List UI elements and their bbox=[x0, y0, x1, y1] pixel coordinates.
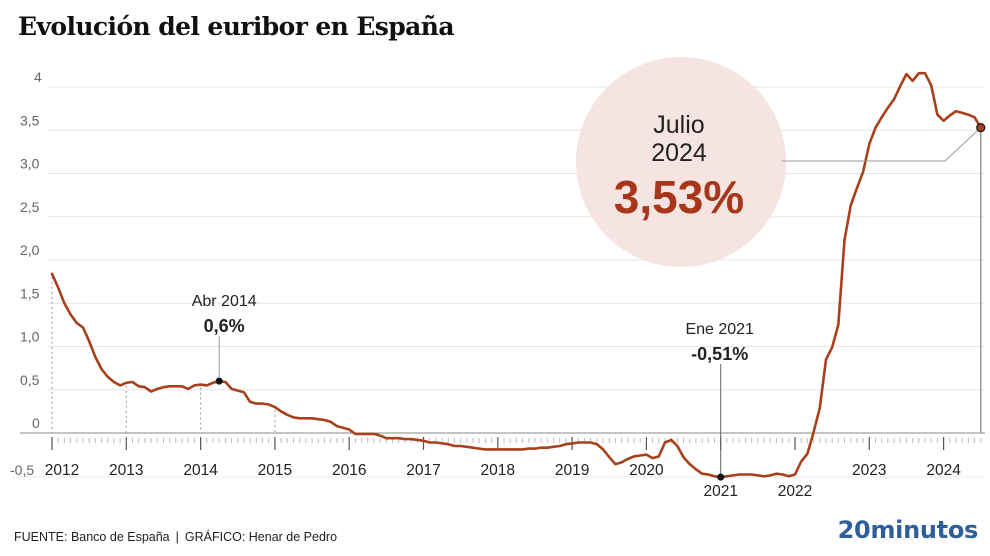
x-tick-label: 2020 bbox=[629, 462, 664, 479]
x-tick-label: 2022 bbox=[778, 483, 812, 500]
x-tick-label: 2019 bbox=[555, 462, 589, 479]
bubble-circle bbox=[576, 57, 786, 267]
x-tick-label: 2018 bbox=[481, 462, 515, 479]
chart-title: Evolución del euribor en España bbox=[18, 12, 455, 41]
y-tick-label: 1,0 bbox=[20, 329, 40, 345]
annotation-value: -0,51% bbox=[691, 344, 748, 364]
credit-note: GRÁFICO: Henar de Pedro bbox=[184, 530, 338, 544]
x-tick-label: 2024 bbox=[926, 462, 961, 479]
bubble-leader bbox=[782, 127, 982, 162]
y-tick-label: 0 bbox=[32, 415, 40, 431]
x-tick-label: 2014 bbox=[183, 462, 218, 479]
footer-separator: | bbox=[175, 530, 179, 544]
source-note: FUENTE: Banco de España bbox=[14, 530, 170, 544]
annotation-point bbox=[215, 377, 223, 385]
y-tick-label: -0,5 bbox=[10, 462, 34, 478]
y-axis: -0,5 0 0,5 1,0 1,5 2,0 2,5 3,0 3,5 4 bbox=[10, 69, 42, 478]
x-tick-label: 2013 bbox=[109, 462, 143, 479]
x-tick-label: 2017 bbox=[406, 462, 440, 479]
annotation-date: Ene 2021 bbox=[685, 321, 754, 338]
bubble-month-label: Julio bbox=[653, 111, 704, 139]
y-tick-label: 4 bbox=[34, 69, 42, 85]
x-tick-label: 2015 bbox=[258, 462, 292, 479]
y-tick-label: 3,0 bbox=[20, 156, 40, 172]
footer: FUENTE: Banco de España | GRÁFICO: Henar d… bbox=[14, 530, 337, 544]
y-tick-label: 3,5 bbox=[20, 112, 40, 128]
bubble-value-label: 3,53% bbox=[614, 171, 744, 223]
y-tick-label: 2,0 bbox=[20, 242, 40, 258]
gridlines bbox=[10, 86, 985, 478]
last-point bbox=[976, 123, 986, 133]
x-tick-label: 2012 bbox=[45, 462, 79, 479]
annotation-value: 0,6% bbox=[204, 316, 245, 336]
annotation-guides bbox=[51, 276, 796, 478]
brand-logo: 20minutos bbox=[837, 516, 979, 544]
y-tick-label: 1,5 bbox=[20, 285, 40, 301]
annotations: Abr 2014 0,6% Ene 2021 -0,51% bbox=[192, 123, 986, 481]
annotation-point bbox=[717, 473, 725, 481]
y-tick-label: 2,5 bbox=[20, 199, 40, 215]
annotation-date: Abr 2014 bbox=[192, 293, 257, 310]
y-tick-label: 0,5 bbox=[20, 372, 40, 388]
bubble-year-label: 2024 bbox=[651, 139, 707, 167]
x-tick-label: 2016 bbox=[332, 462, 366, 479]
x-tick-label: 2021 bbox=[703, 483, 737, 500]
series-line bbox=[50, 71, 983, 479]
x-axis: 2012 2013 2014 2015 2016 2017 2018 2019 2020 2021… bbox=[20, 432, 985, 500]
x-tick-label: 2023 bbox=[852, 462, 886, 479]
